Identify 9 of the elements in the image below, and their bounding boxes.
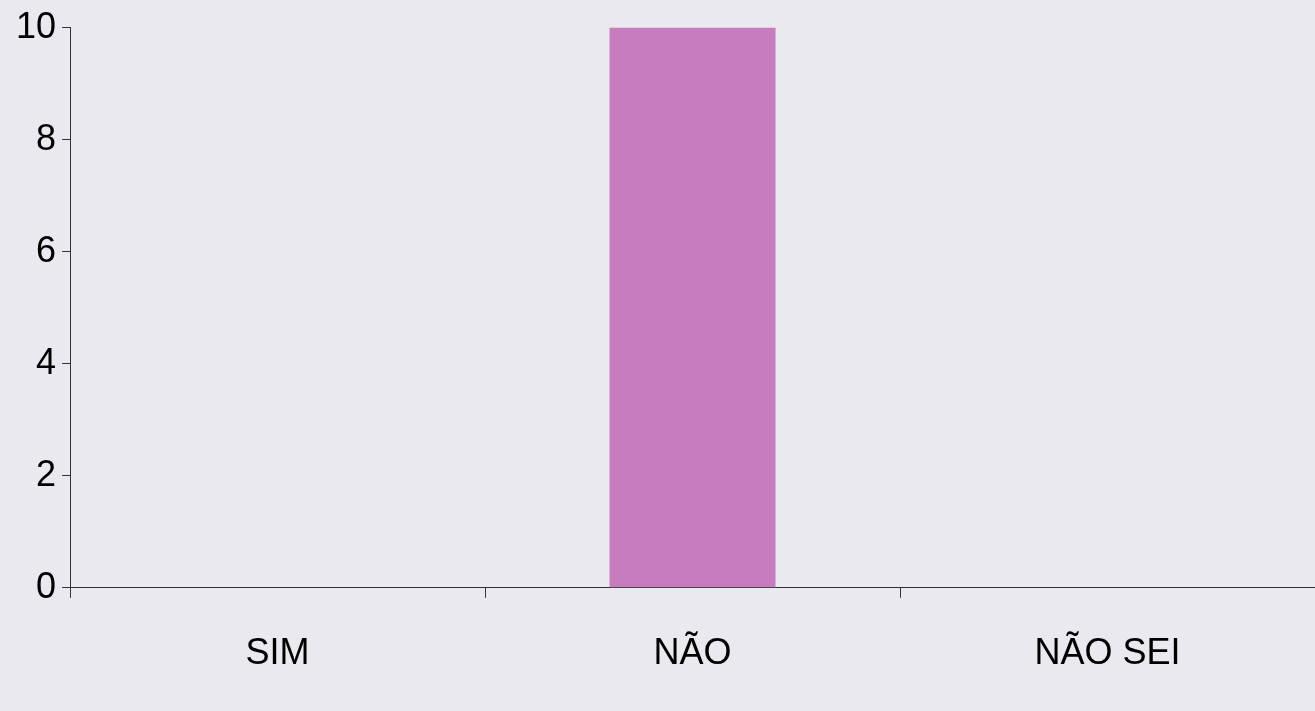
y-tick-label: 6 — [36, 228, 57, 270]
y-tick-label: 0 — [36, 564, 57, 606]
y-tick-label: 2 — [36, 452, 57, 494]
y-tick-label: 8 — [36, 116, 57, 158]
x-tick-label: SIM — [245, 631, 310, 673]
y-tick-label: 4 — [36, 340, 57, 382]
x-tick-label: NÃO SEI — [1034, 631, 1181, 673]
x-tick-label: NÃO — [653, 631, 732, 673]
y-tick-label: 10 — [16, 4, 57, 46]
